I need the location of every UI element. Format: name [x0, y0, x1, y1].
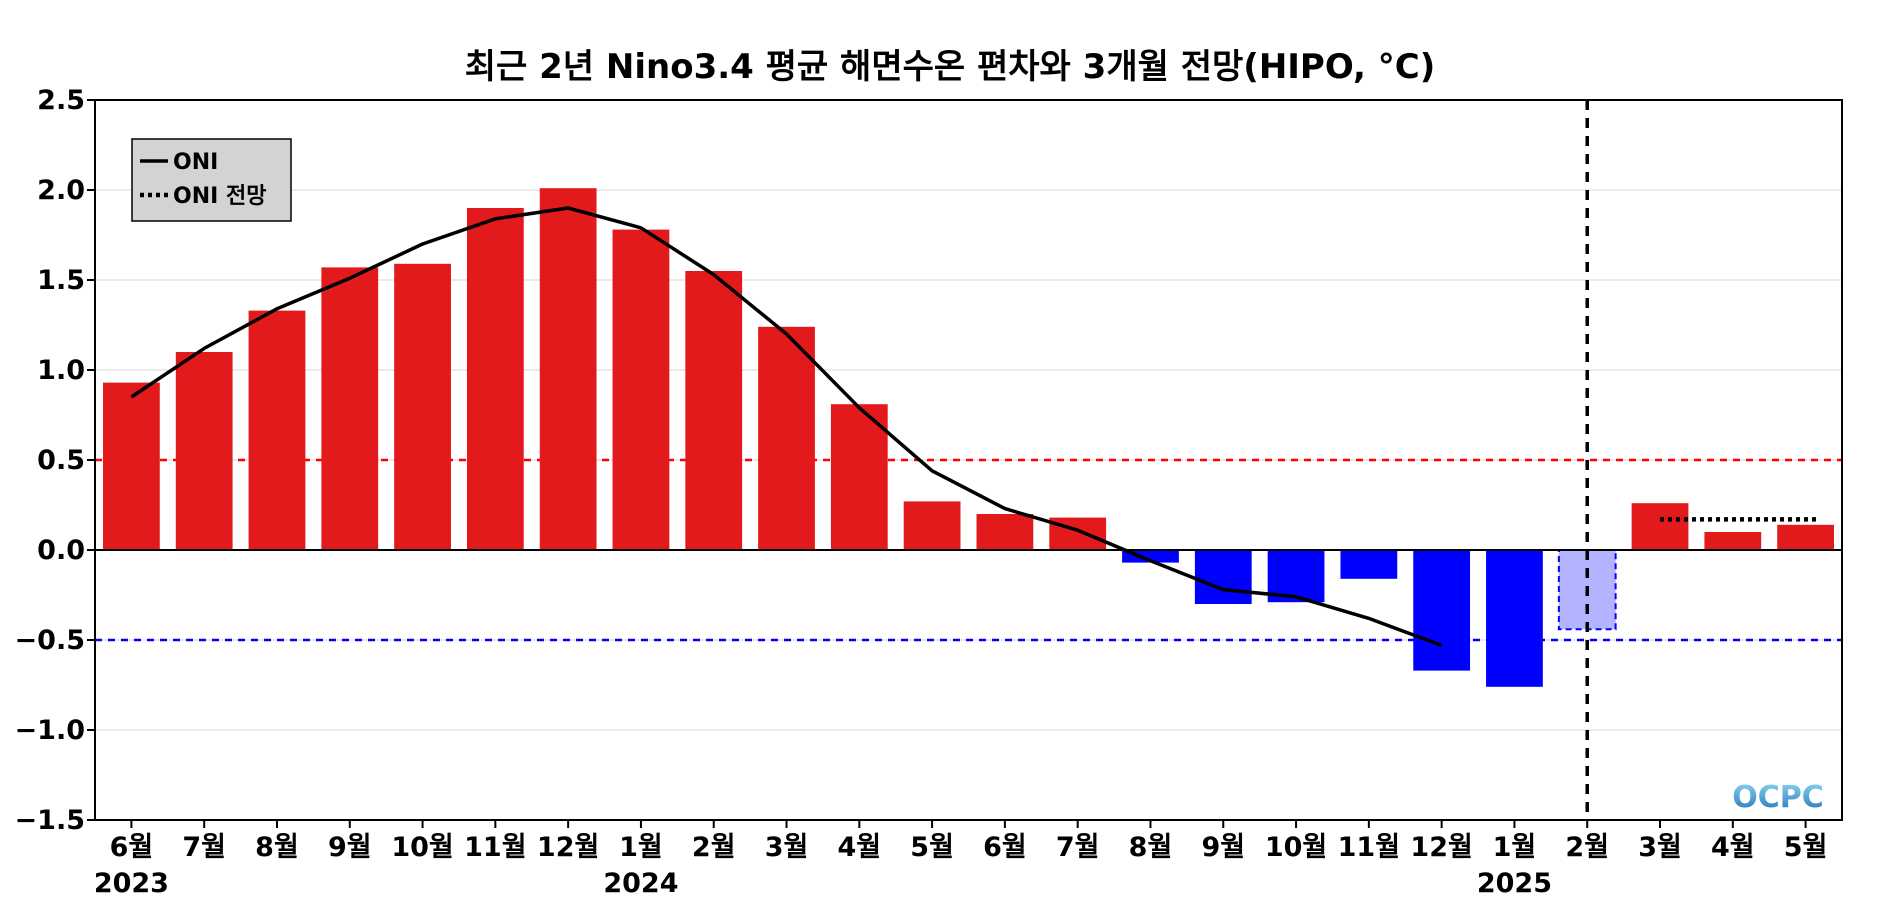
- x-tick-label: 11월: [464, 832, 526, 863]
- y-tick-label: −0.5: [15, 625, 85, 656]
- bar: [976, 514, 1034, 550]
- ocpc-logo: OCPC: [1732, 780, 1824, 815]
- bar: [830, 404, 888, 550]
- bar: [539, 188, 597, 550]
- x-tick-label: 4월: [1711, 832, 1755, 863]
- y-tick-label: 1.0: [37, 355, 85, 386]
- y-axis-ticks: 2.5 2.0 1.5 1.0 0.5 0.0 −0.5 −1.0 −1.5: [15, 85, 95, 836]
- bar: [321, 267, 379, 550]
- bar: [1340, 550, 1398, 579]
- x-tick-label: 2월: [692, 832, 736, 863]
- x-tick-label: 7월: [1056, 832, 1100, 863]
- y-tick-label: 2.0: [37, 175, 85, 206]
- threshold-lines: [95, 458, 1842, 642]
- bars: [103, 188, 1834, 687]
- x-tick-label: 5월: [1784, 832, 1828, 863]
- x-tick-label: 7월: [182, 832, 226, 863]
- x-tick-label: 1월: [1493, 832, 1537, 863]
- x-tick-label: 3월: [765, 832, 809, 863]
- x-tick-label: 12월: [1410, 832, 1472, 863]
- bar: [466, 208, 524, 550]
- year-label: 2025: [1477, 868, 1552, 899]
- x-tick-label: 10월: [391, 832, 453, 863]
- x-tick-label: 10월: [1265, 832, 1327, 863]
- bar: [1049, 517, 1107, 550]
- x-tick-label: 4월: [837, 832, 881, 863]
- bar: [1777, 524, 1834, 550]
- x-tick-label: 12월: [537, 832, 599, 863]
- y-tick-label: 0.5: [37, 445, 85, 476]
- legend-box: [131, 138, 292, 222]
- x-axis-ticks: 6월 7월 8월 9월 10월 11월 12월 1월 2월 3월 4월 5월 6월 7월 8월 9월 10월 11…: [94, 820, 1828, 899]
- bar: [394, 263, 451, 550]
- x-tick-label: 1월: [619, 832, 663, 863]
- x-tick-label: 11월: [1338, 832, 1400, 863]
- ocpc-logo-text: OCPC: [1732, 780, 1824, 815]
- x-tick-label: 2월: [1565, 832, 1609, 863]
- bar: [1631, 503, 1689, 550]
- bar: [1413, 550, 1471, 671]
- year-label: 2024: [603, 868, 678, 899]
- oni-line: [130, 206, 1443, 648]
- bar: [1194, 550, 1252, 604]
- x-tick-label: 8월: [1129, 832, 1173, 863]
- x-tick-label: 8월: [255, 832, 299, 863]
- bar: [612, 229, 670, 550]
- bar: [175, 352, 233, 550]
- bar: [248, 310, 306, 550]
- y-tick-label: 0.0: [37, 535, 85, 566]
- x-tick-label: 9월: [328, 832, 372, 863]
- y-tick-label: 1.5: [37, 265, 85, 296]
- bar: [758, 326, 815, 550]
- bar: [685, 271, 743, 550]
- x-tick-label: 6월: [983, 832, 1027, 863]
- x-tick-label: 9월: [1201, 832, 1245, 863]
- bar: [903, 501, 961, 550]
- y-tick-label: 2.5: [37, 85, 85, 116]
- legend: ONI ONI 전망: [131, 138, 292, 222]
- x-tick-label: 6월: [110, 832, 154, 863]
- series-lines: [130, 206, 1819, 648]
- y-tick-label: −1.5: [15, 805, 85, 836]
- legend-forecast-label: ONI 전망: [173, 184, 266, 209]
- chart-title: 최근 2년 Nino3.4 평균 해면수온 편차와 3개월 전망(HIPO, °…: [465, 47, 1436, 87]
- bar: [1486, 550, 1543, 687]
- bar: [103, 382, 160, 550]
- y-tick-label: −1.0: [15, 715, 85, 746]
- year-label: 2023: [94, 868, 169, 899]
- x-tick-label: 5월: [910, 832, 954, 863]
- legend-oni-label: ONI: [173, 150, 218, 175]
- x-tick-label: 3월: [1638, 832, 1682, 863]
- bar: [1704, 532, 1762, 550]
